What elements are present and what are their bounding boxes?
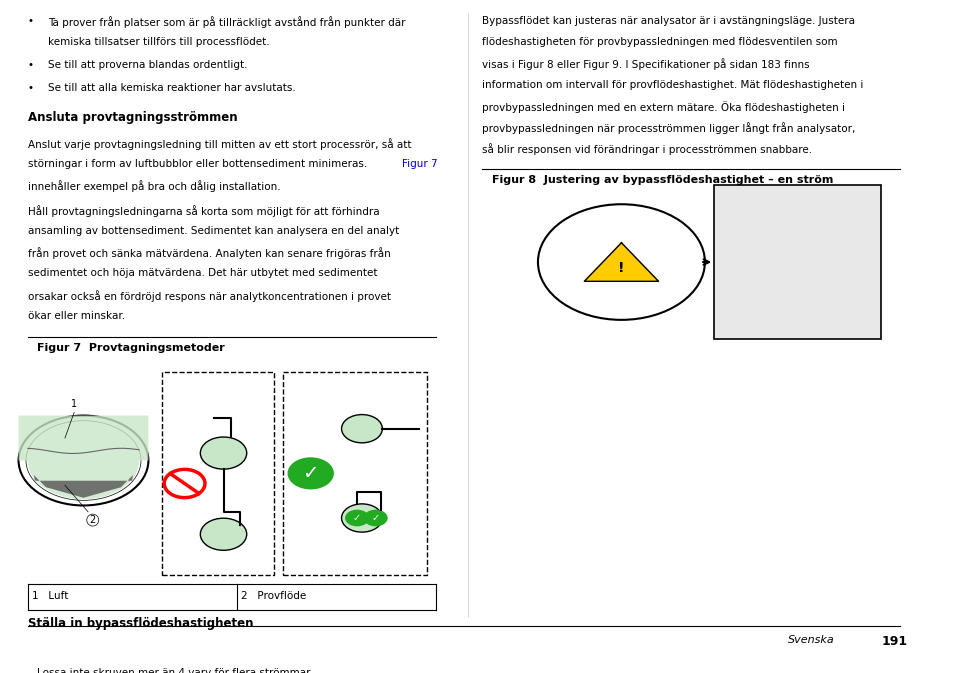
Text: provbypassledningen när procesströmmen ligger långt från analysator,: provbypassledningen när procesströmmen l… xyxy=(482,122,855,134)
Text: sedimentet och höja mätvärdena. Det här utbytet med sedimentet: sedimentet och höja mätvärdena. Det här … xyxy=(28,269,377,279)
Text: •: • xyxy=(28,16,33,26)
Text: !: ! xyxy=(618,262,624,275)
Text: A N M A R K N I N G :: A N M A R K N I N G : xyxy=(154,647,309,660)
Polygon shape xyxy=(584,243,658,281)
Text: Se till att proverna blandas ordentligt.: Se till att proverna blandas ordentligt. xyxy=(49,60,248,70)
Text: så blir responsen vid förändringar i procesströmmen snabbare.: så blir responsen vid förändringar i pro… xyxy=(482,143,812,155)
Text: information om intervall för provflödeshastighet. Mät flödeshastigheten i: information om intervall för provflödesh… xyxy=(482,79,862,90)
Text: Anslut varje provtagningsledning till mitten av ett stort processrör, så att: Anslut varje provtagningsledning till mi… xyxy=(28,138,411,150)
Text: Bypassflödet kan justeras när analysator är i avstängningsläge. Justera: Bypassflödet kan justeras när analysator… xyxy=(482,16,855,26)
FancyBboxPatch shape xyxy=(28,643,436,663)
Text: störningar i form av luftbubblor eller bottensediment minimeras.: störningar i form av luftbubblor eller b… xyxy=(28,160,370,170)
Text: 1: 1 xyxy=(71,399,77,409)
Text: 191: 191 xyxy=(881,635,906,647)
Circle shape xyxy=(200,437,247,469)
Text: provbypassledningen med en extern mätare. Öka flödeshastigheten i: provbypassledningen med en extern mätare… xyxy=(482,101,844,113)
Circle shape xyxy=(341,415,382,443)
FancyBboxPatch shape xyxy=(28,643,436,673)
Text: Se till att alla kemiska reaktioner har avslutats.: Se till att alla kemiska reaktioner har … xyxy=(49,83,295,93)
Text: Figur 7  Provtagningsmetoder: Figur 7 Provtagningsmetoder xyxy=(37,343,225,353)
Text: visas i Figur 8 eller Figur 9. I Specifikationer på sidan 183 finns: visas i Figur 8 eller Figur 9. I Specifi… xyxy=(482,59,809,71)
Text: flödeshastigheten för provbypassledningen med flödesventilen som: flödeshastigheten för provbypassledninge… xyxy=(482,37,837,47)
Text: ✓: ✓ xyxy=(302,464,318,483)
Text: Lossa inte skruven mer än 4 varv för flera strömmar.: Lossa inte skruven mer än 4 varv för fle… xyxy=(37,668,313,673)
Text: ✓: ✓ xyxy=(353,513,361,523)
Circle shape xyxy=(287,457,334,489)
Text: Figur 8  Justering av bypassflödeshastighet – en ström: Figur 8 Justering av bypassflödeshastigh… xyxy=(491,176,832,185)
Text: Ansluta provtagningsströmmen: Ansluta provtagningsströmmen xyxy=(28,111,237,124)
Text: från provet och sänka mätvärdena. Analyten kan senare frigöras från: från provet och sänka mätvärdena. Analyt… xyxy=(28,247,390,259)
Text: innehåller exempel på bra och dålig installation.: innehåller exempel på bra och dålig inst… xyxy=(28,180,280,192)
Text: Håll provtagningsledningarna så korta som möjligt för att förhindra: Håll provtagningsledningarna så korta so… xyxy=(28,205,379,217)
Circle shape xyxy=(341,504,382,532)
Text: Figur 7: Figur 7 xyxy=(401,160,436,170)
Text: 2   Provflöde: 2 Provflöde xyxy=(241,591,306,601)
Circle shape xyxy=(537,204,704,320)
Text: ökar eller minskar.: ökar eller minskar. xyxy=(28,311,125,321)
Text: Svenska: Svenska xyxy=(787,635,834,645)
Circle shape xyxy=(200,518,247,551)
Circle shape xyxy=(363,509,387,526)
Text: Ta prover från platser som är på tillräckligt avstånd från punkter där: Ta prover från platser som är på tillräc… xyxy=(49,16,405,28)
FancyBboxPatch shape xyxy=(714,185,881,339)
Polygon shape xyxy=(34,475,132,498)
Text: ansamling av bottensediment. Sedimentet kan analysera en del analyt: ansamling av bottensediment. Sedimentet … xyxy=(28,226,398,236)
Text: orsakar också en fördröjd respons när analytkoncentrationen i provet: orsakar också en fördröjd respons när an… xyxy=(28,289,391,302)
Text: Ställa in bypassflödeshastigheten: Ställa in bypassflödeshastigheten xyxy=(28,616,253,629)
Polygon shape xyxy=(18,415,149,499)
Text: 2: 2 xyxy=(90,515,95,525)
Text: ✓: ✓ xyxy=(371,513,379,523)
Text: 1   Luft: 1 Luft xyxy=(32,591,69,601)
Circle shape xyxy=(345,509,369,526)
Text: •: • xyxy=(28,83,33,93)
Text: •: • xyxy=(28,60,33,70)
Text: kemiska tillsatser tillförs till processflödet.: kemiska tillsatser tillförs till process… xyxy=(49,36,270,46)
